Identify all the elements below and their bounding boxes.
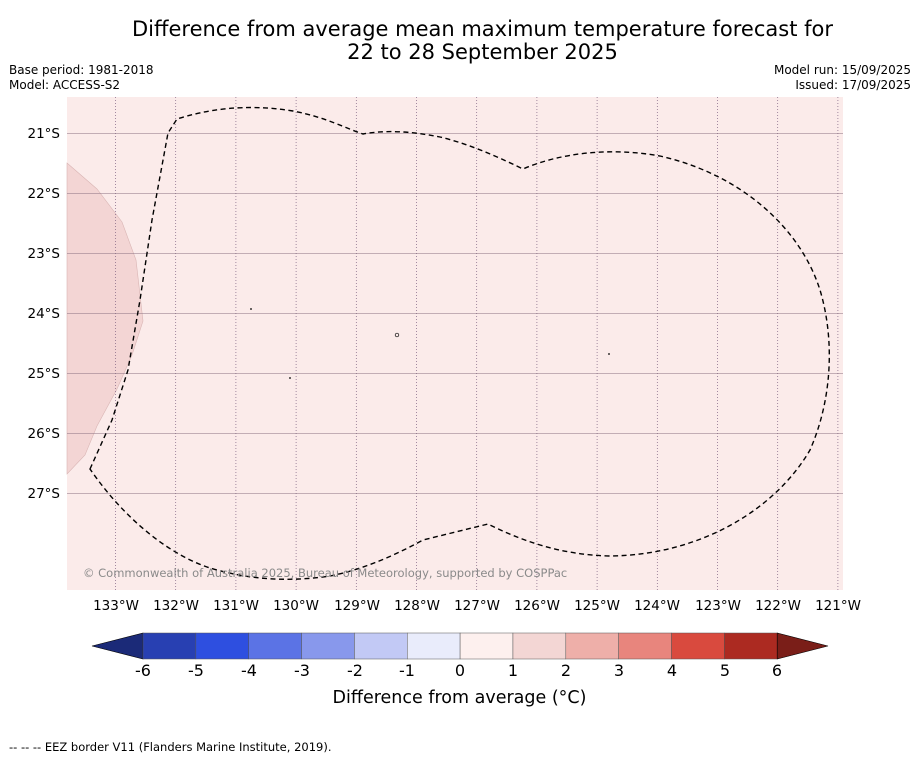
- island-marker: [608, 353, 610, 355]
- colorbar-tick: 1: [507, 661, 519, 680]
- colorbar-tick: 2: [560, 661, 572, 680]
- lon-label: 121°W: [815, 598, 861, 614]
- map-background: [67, 97, 843, 590]
- copyright-text: © Commonwealth of Australia 2025, Bureau…: [83, 566, 567, 580]
- colorbar-tick: 6: [771, 661, 783, 680]
- colorbar-label: Difference from average (°C): [332, 688, 587, 708]
- colorbar-cell: [618, 632, 672, 660]
- lon-label: 123°W: [695, 598, 741, 614]
- colorbar: [91, 632, 829, 660]
- lon-label: 129°W: [334, 598, 380, 614]
- gridlines: [67, 97, 843, 590]
- lon-label: 132°W: [153, 598, 199, 614]
- colorbar-tick: 4: [666, 661, 678, 680]
- colorbar-tick: 3: [613, 661, 625, 680]
- issued-date: Issued: 17/09/2025: [795, 78, 911, 92]
- model-name: Model: ACCESS-S2: [9, 78, 121, 92]
- colorbar-extend-high: [776, 632, 829, 660]
- lat-label: 24°S: [27, 306, 61, 322]
- colorbar-cell: [354, 632, 408, 660]
- lon-label: 122°W: [755, 598, 801, 614]
- model-run: Model run: 15/09/2025: [773, 63, 911, 77]
- island-marker: [394, 332, 400, 338]
- colorbar-tick: 5: [719, 661, 731, 680]
- lat-label: 25°S: [27, 366, 61, 382]
- lon-label: 126°W: [514, 598, 560, 614]
- base-period: Base period: 1981-2018: [9, 63, 154, 77]
- meta-right: Model run: 15/09/2025 Issued: 17/09/2025: [774, 63, 911, 93]
- colorbar-cell: [512, 632, 567, 660]
- colorbar-cell: [301, 632, 355, 660]
- lat-label: 21°S: [27, 126, 61, 142]
- colorbar-extend-low: [91, 632, 144, 660]
- colorbar-cell: [459, 632, 514, 660]
- lon-label: 124°W: [634, 598, 680, 614]
- island-marker: [250, 308, 252, 310]
- warm-anomaly-region: [66, 162, 144, 475]
- colorbar-cell: [195, 632, 249, 660]
- colorbar-cell: [407, 632, 461, 660]
- lon-label: 128°W: [394, 598, 440, 614]
- colorbar-cell: [142, 632, 197, 660]
- colorbar-tick: -2: [347, 661, 363, 680]
- colorbar-tick: 0: [454, 661, 466, 680]
- colorbar-cell: [671, 632, 725, 660]
- colorbar-cell: [248, 632, 302, 660]
- colorbar-cell: [724, 632, 778, 660]
- lat-label: 23°S: [27, 246, 61, 262]
- lat-label: 27°S: [27, 486, 61, 502]
- lon-label: 127°W: [454, 598, 500, 614]
- meta-left: Base period: 1981-2018 Model: ACCESS-S2: [9, 63, 154, 93]
- eez-footnote: -- -- -- EEZ border V11 (Flanders Marine…: [9, 740, 332, 754]
- map-canvas: © Commonwealth of Australia 2025, Bureau…: [66, 97, 843, 590]
- colorbar-tick: -4: [241, 661, 257, 680]
- colorbar-tick: -6: [135, 661, 151, 680]
- lon-label: 131°W: [213, 598, 259, 614]
- title-line-2: 22 to 28 September 2025: [347, 40, 618, 64]
- lat-label: 22°S: [27, 186, 61, 202]
- lat-label: 26°S: [27, 426, 61, 442]
- island-marker: [289, 377, 291, 379]
- title-line-1: Difference from average mean maximum tem…: [132, 17, 833, 41]
- colorbar-tick: -3: [294, 661, 310, 680]
- colorbar-cell: [565, 632, 619, 660]
- lon-label: 130°W: [273, 598, 319, 614]
- colorbar-cells: [91, 632, 829, 660]
- map-title: Difference from average mean maximum tem…: [0, 18, 919, 64]
- lon-label: 125°W: [574, 598, 620, 614]
- colorbar-tick: -1: [399, 661, 415, 680]
- lon-label: 133°W: [93, 598, 139, 614]
- colorbar-tick: -5: [188, 661, 204, 680]
- eez-border: [89, 106, 830, 580]
